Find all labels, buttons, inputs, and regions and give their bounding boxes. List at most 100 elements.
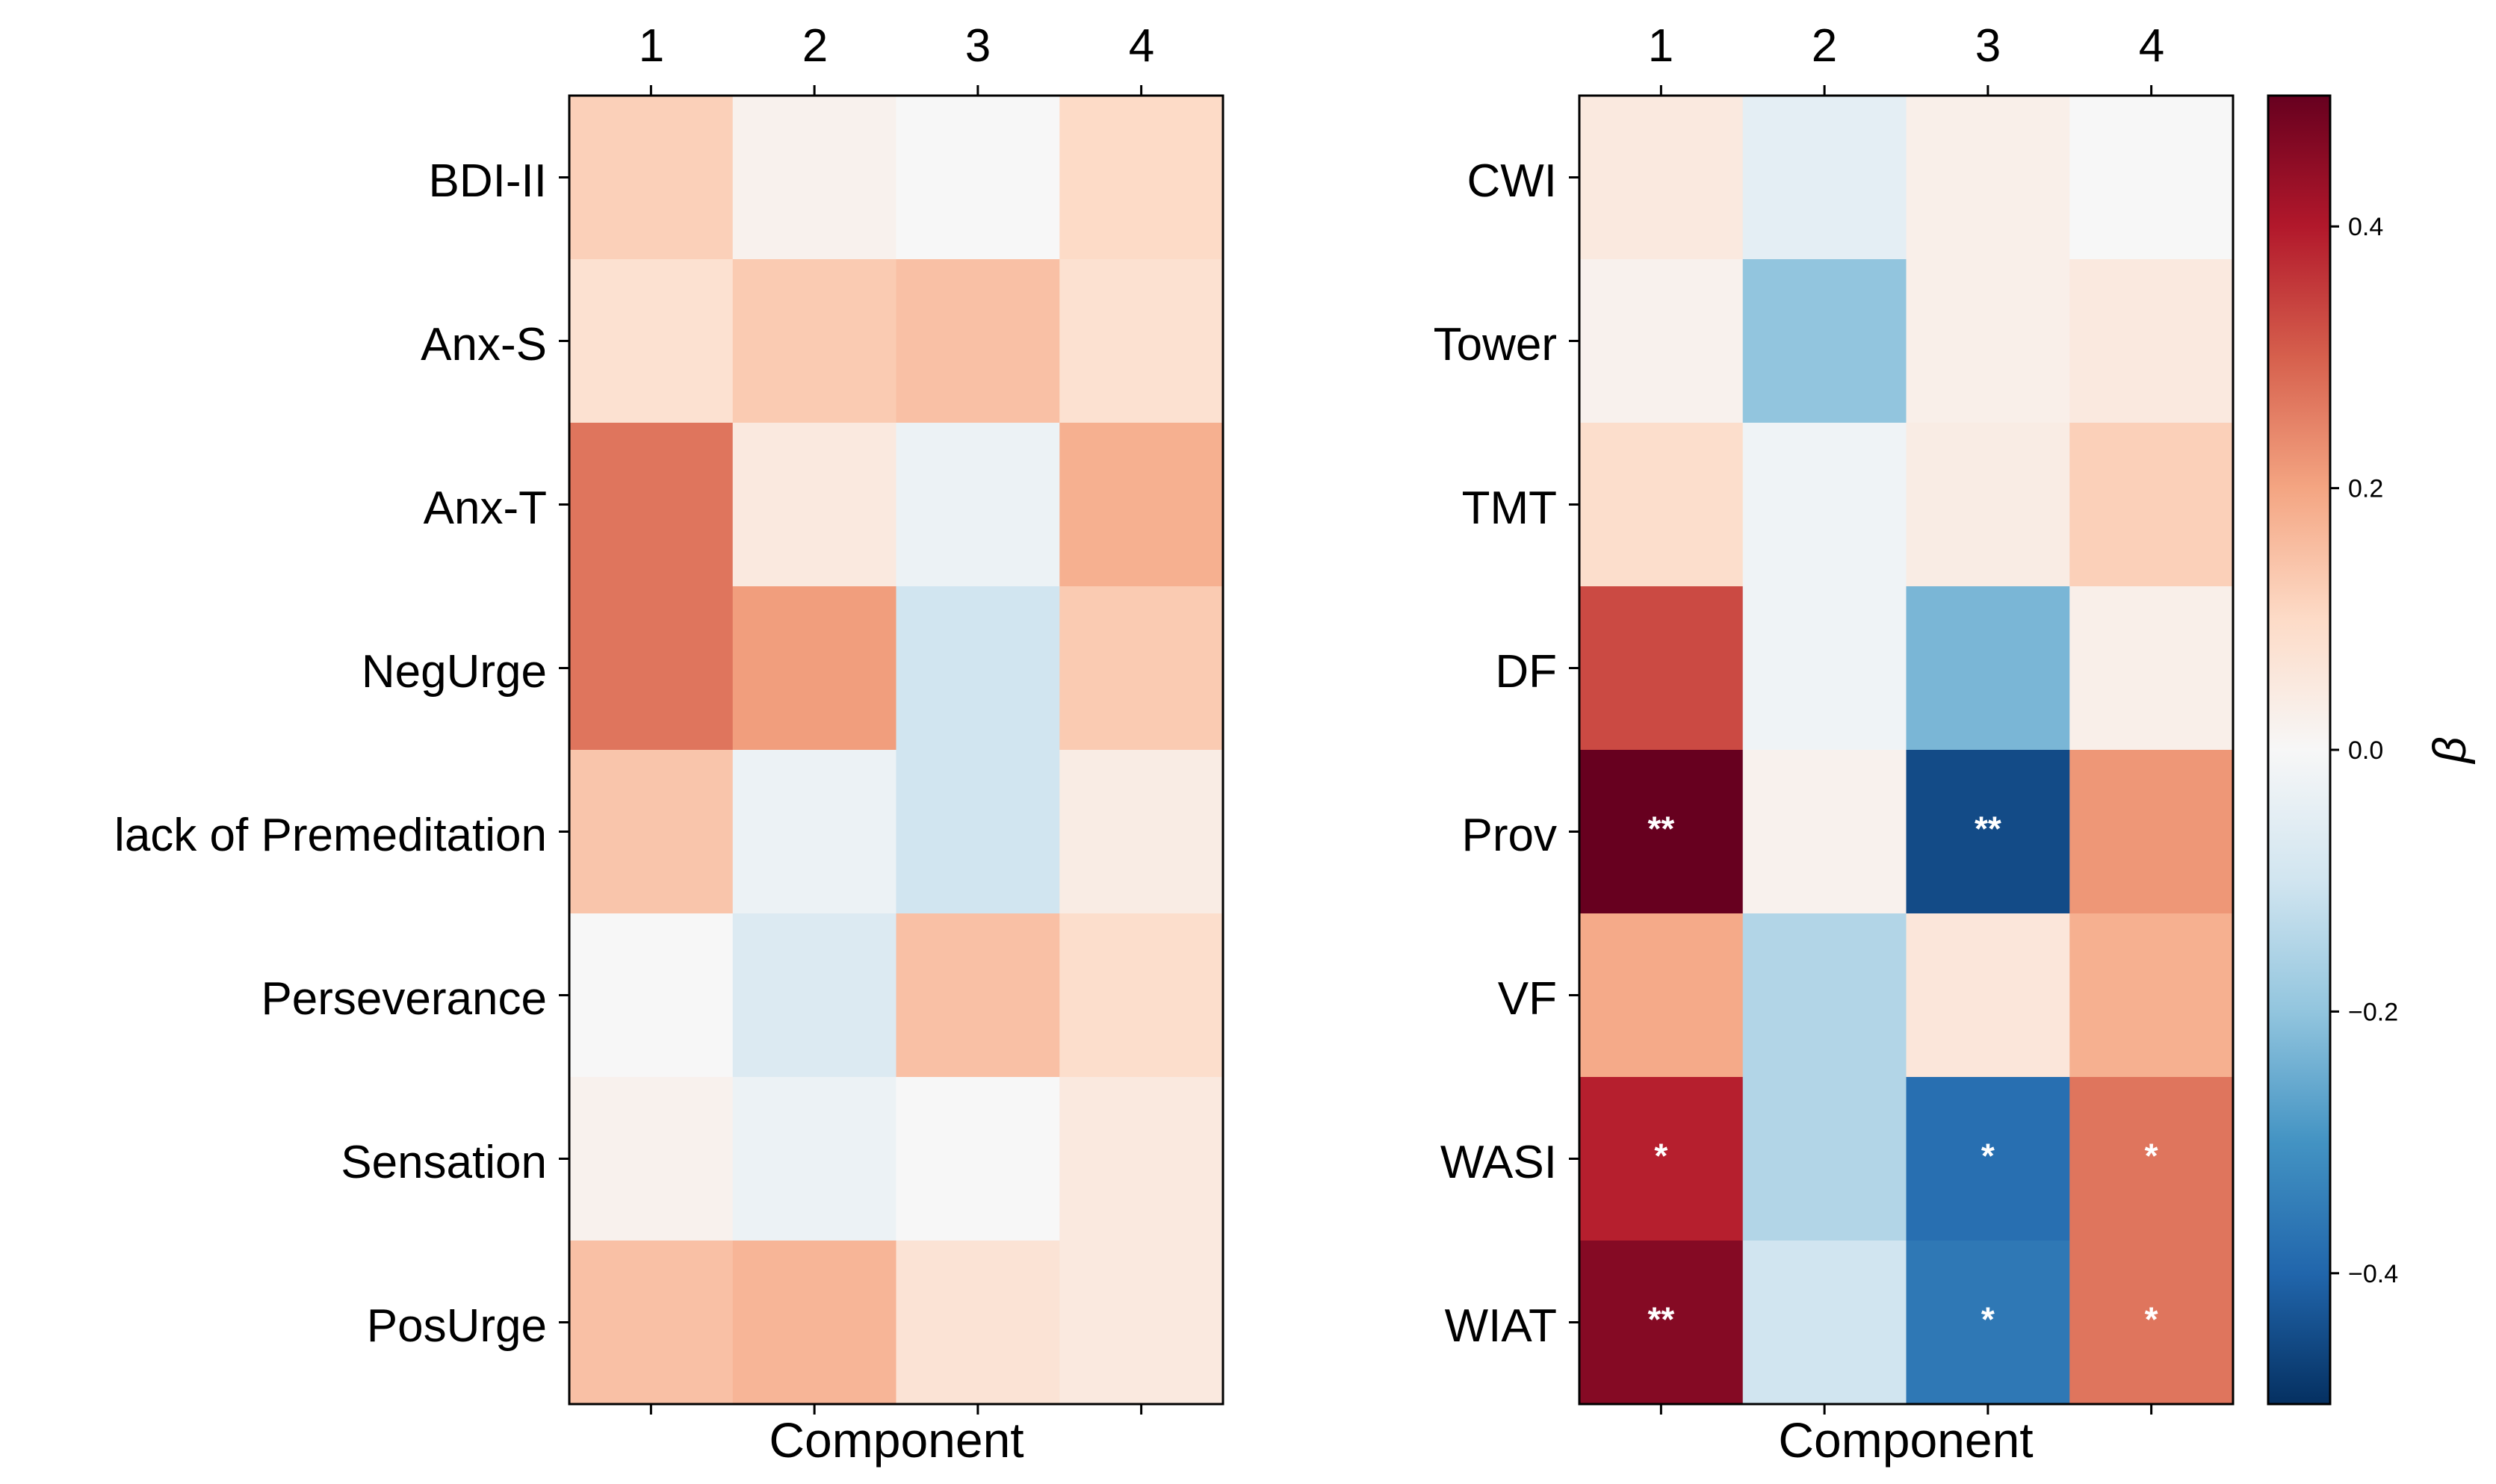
heatmap-left-ticks [559, 85, 1143, 1415]
heatmap-left-xlabel: Component [769, 1412, 1024, 1468]
heatmap-cell [1579, 913, 1744, 1078]
heatmap-cell [896, 913, 1060, 1078]
heatmap-cell [896, 1077, 1060, 1241]
heatmap-left-row-label: PosUrge [367, 1300, 547, 1352]
colorbar-ticks: −0.4 −0.2 0.0 0.2 0.4 [2330, 213, 2398, 1288]
heatmap-cell [896, 96, 1060, 260]
heatmap-cell [896, 259, 1060, 423]
heatmap-cell [1579, 750, 1744, 914]
heatmap-right-row-label: WIAT [1445, 1300, 1557, 1352]
heatmap-cell [1059, 586, 1224, 751]
heatmap-cell [1906, 1077, 2070, 1241]
heatmap-cell [732, 423, 897, 587]
colorbar-tick-label: 0.4 [2348, 213, 2383, 241]
heatmap-cell [1059, 913, 1224, 1078]
heatmap-cell [1906, 586, 2070, 751]
heatmap-left-col-label: 1 [639, 20, 664, 72]
heatmap-cell [1579, 586, 1744, 751]
heatmap-left-row-label: Sensation [341, 1137, 547, 1188]
colorbar-label: β [2424, 736, 2476, 764]
heatmap-right-row-label: CWI [1467, 155, 1557, 207]
heatmap-cell [569, 96, 734, 260]
heatmap-left-row-label: BDI-II [429, 155, 547, 207]
heatmap-right-col-label: 3 [1975, 20, 2001, 72]
heatmap-cell [732, 913, 897, 1078]
heatmap-cell [732, 259, 897, 423]
heatmap-right: ** *** * *** * * 1 2 3 4 CWI Tower TMT DF Pro… [1434, 20, 2235, 1468]
heatmap-cell [569, 586, 734, 751]
heatmap-right-row-label: DF [1495, 646, 1557, 698]
significance-marker: * [1981, 1300, 1995, 1339]
heatmap-cell [1742, 259, 1907, 423]
heatmap-right-col-label: 1 [1648, 20, 1673, 72]
colorbar-tick-label: 0.0 [2348, 736, 2383, 765]
heatmap-cell [1059, 1241, 1224, 1405]
heatmap-cell [1906, 96, 2070, 260]
heatmap-left-row-label: NegUrge [362, 646, 547, 698]
heatmap-cell [1059, 750, 1224, 914]
heatmap-cell [1059, 259, 1224, 423]
heatmap-cell [2069, 96, 2234, 260]
significance-marker: * [2145, 1300, 2158, 1339]
heatmap-right-row-label: Tower [1434, 319, 1557, 370]
heatmap-cell [1579, 96, 1744, 260]
heatmap-left: 1 2 3 4 BDI-II Anx-S Anx-T NegUrge lack … [114, 20, 1224, 1468]
heatmap-right-cells [1579, 96, 2234, 1405]
significance-marker: ** [1647, 810, 1674, 848]
heatmap-right-col-label: 4 [2139, 20, 2164, 72]
heatmap-cell [1906, 423, 2070, 587]
heatmap-right-annotations: ** *** * *** * * [1647, 810, 2158, 1339]
heatmap-right-row-label: Prov [1462, 810, 1557, 861]
heatmap-right-row-label: TMT [1462, 482, 1557, 534]
heatmap-cell [732, 96, 897, 260]
heatmap-right-frame [1578, 94, 2235, 1406]
heatmap-cell [1742, 96, 1907, 260]
heatmap-cell [2069, 1077, 2234, 1241]
heatmap-left-col-label: 4 [1129, 20, 1154, 72]
heatmap-cell [1742, 1241, 1907, 1405]
colorbar: −0.4 −0.2 0.0 0.2 0.4 β [2267, 94, 2476, 1406]
heatmap-left-cells [569, 96, 1224, 1405]
heatmap-right-row-label: WASI [1440, 1137, 1557, 1188]
significance-marker: * [1981, 1137, 1995, 1176]
heatmap-cell [1906, 750, 2070, 914]
heatmap-cell [2069, 1241, 2234, 1405]
heatmap-left-col-label: 2 [802, 20, 828, 72]
heatmap-cell [1742, 423, 1907, 587]
heatmap-cell [1579, 1077, 1744, 1241]
significance-marker: ** [1975, 810, 2001, 848]
heatmap-cell [569, 1241, 734, 1405]
heatmap-cell [1579, 423, 1744, 587]
heatmap-cell [1579, 1241, 1744, 1405]
heatmap-right-col-label: 2 [1812, 20, 1837, 72]
significance-marker: ** [1647, 1300, 1674, 1339]
heatmap-cell [569, 423, 734, 587]
heatmap-cell [569, 259, 734, 423]
heatmap-left-row-label: Anx-T [424, 482, 547, 534]
heatmap-cell [1059, 96, 1224, 260]
heatmap-cell [732, 1077, 897, 1241]
heatmap-left-row-label: Anx-S [421, 319, 547, 370]
heatmap-cell [2069, 423, 2234, 587]
colorbar-tick-label: −0.2 [2348, 998, 2398, 1026]
heatmap-cell [732, 1241, 897, 1405]
heatmap-cell [1906, 1241, 2070, 1405]
heatmap-left-col-label: 3 [965, 20, 991, 72]
heatmap-cell [1742, 586, 1907, 751]
heatmap-cell [1742, 750, 1907, 914]
heatmap-cell [2069, 586, 2234, 751]
heatmap-cell [2069, 913, 2234, 1078]
significance-marker: * [2145, 1137, 2158, 1176]
heatmap-cell [1906, 913, 2070, 1078]
significance-marker: * [1654, 1137, 1667, 1176]
heatmap-cell [1742, 1077, 1907, 1241]
heatmap-cell [2069, 750, 2234, 914]
colorbar-tick-label: 0.2 [2348, 475, 2383, 503]
heatmap-cell [569, 913, 734, 1078]
heatmap-left-frame [568, 94, 1224, 1406]
heatmap-right-ticks [1569, 85, 2153, 1415]
heatmap-right-xlabel: Component [1778, 1412, 2033, 1468]
heatmap-cell [569, 750, 734, 914]
heatmap-cell [2069, 259, 2234, 423]
